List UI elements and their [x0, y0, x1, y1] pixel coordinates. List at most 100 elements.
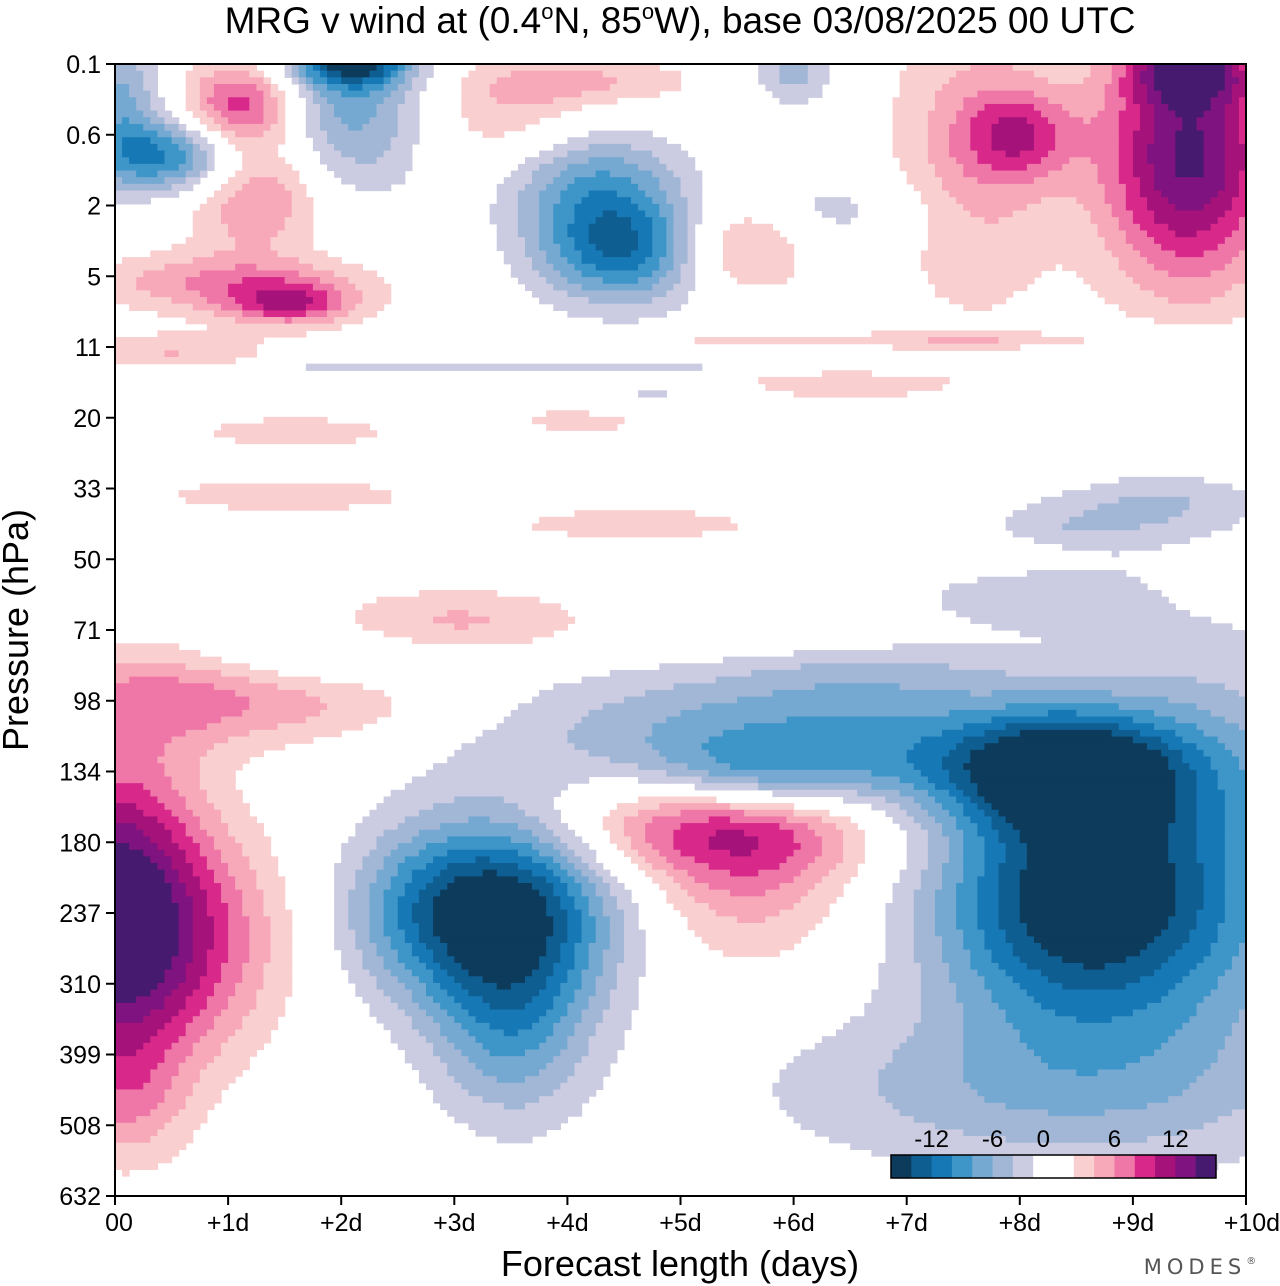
contour-cell: [164, 1056, 187, 1064]
contour-cell: [178, 936, 194, 944]
contour-cell: [1168, 516, 1240, 525]
contour-cell: [949, 749, 971, 758]
contour-cell: [129, 843, 159, 851]
contour-cell: [892, 883, 922, 891]
contour-cell: [411, 903, 434, 911]
contour-cell: [235, 243, 272, 252]
contour-cell: [376, 1016, 413, 1024]
contour-cell: [722, 729, 943, 738]
contour-cell: [341, 849, 371, 857]
contour-cell: [115, 1009, 151, 1017]
contour-cell: [221, 883, 236, 891]
contour-cell: [920, 803, 943, 811]
contour-cell: [758, 783, 872, 791]
contour-cell: [1224, 290, 1246, 298]
contour-cell: [404, 1009, 427, 1017]
contour-cell: [1048, 949, 1141, 957]
contour-cell: [115, 716, 222, 724]
contour-cell: [221, 183, 243, 192]
contour-cell: [1168, 922, 1198, 931]
contour-cell: [1118, 303, 1246, 311]
contour-cell: [115, 1002, 166, 1011]
contour-cell: [977, 903, 1000, 911]
contour-cell: [263, 130, 286, 138]
contour-cell: [991, 816, 1007, 824]
contour-cell: [546, 903, 561, 911]
contour-cell: [115, 263, 166, 272]
contour-cell: [687, 250, 696, 258]
contour-cell: [920, 969, 950, 977]
contour-cell: [206, 197, 229, 205]
contour-cell: [532, 883, 554, 891]
contour-cell: [1238, 689, 1246, 698]
contour-cell: [623, 929, 646, 937]
contour-cell: [942, 863, 964, 871]
contour-cell: [942, 729, 986, 738]
contour-cell: [390, 70, 399, 78]
contour-cell: [1083, 203, 1113, 212]
contour-cell: [963, 836, 986, 844]
contour-cell: [1154, 709, 1212, 718]
contour-cell: [546, 183, 568, 192]
contour-cell: [249, 922, 272, 931]
contour-cell: [1175, 863, 1205, 871]
contour-cell: [115, 123, 144, 132]
contour-cell: [885, 809, 908, 818]
contour-cell: [899, 1042, 964, 1051]
contour-cell: [426, 982, 441, 991]
contour-cell: [341, 70, 371, 78]
contour-cell: [991, 137, 1035, 145]
contour-cell: [878, 962, 922, 971]
contour-cell: [645, 190, 667, 198]
contour-cell: [383, 150, 413, 158]
contour-cell: [687, 237, 696, 245]
contour-cell: [305, 117, 321, 125]
contour-cell: [532, 1022, 554, 1031]
contour-cell: [115, 683, 215, 691]
contour-cell: [666, 223, 675, 232]
contour-cell: [206, 896, 222, 904]
contour-cell: [602, 210, 618, 218]
contour-cell: [850, 1016, 922, 1024]
contour-cell: [298, 257, 342, 265]
contour-cell: [631, 250, 653, 258]
contour-cell: [800, 1122, 936, 1131]
contour-cell: [574, 956, 590, 964]
contour-cell: [744, 723, 964, 731]
contour-cell: [185, 889, 208, 897]
contour-cell: [532, 869, 554, 877]
contour-cell: [638, 796, 717, 804]
contour-cell: [256, 263, 314, 272]
contour-cell: [171, 776, 201, 784]
contour-cell: [305, 70, 321, 78]
contour-cell: [503, 716, 583, 724]
contour-cell: [609, 669, 752, 678]
contour-cell: [277, 683, 363, 691]
contour-cell: [341, 77, 364, 85]
contour-cell: [574, 177, 632, 185]
contour-cell: [228, 922, 250, 931]
contour-cell: [376, 64, 385, 72]
contour-cell: [263, 416, 328, 425]
contour-cell: [871, 1149, 1246, 1157]
contour-cell: [906, 829, 929, 838]
contour-cell: [221, 856, 250, 864]
contour-cell: [355, 982, 378, 991]
contour-cell: [185, 803, 215, 811]
contour-cell: [355, 989, 385, 997]
contour-cell: [1132, 130, 1155, 138]
contour-cell: [228, 137, 286, 145]
contour-cell: [447, 836, 512, 844]
contour-cell: [588, 143, 632, 152]
contour-cell: [970, 749, 1162, 758]
contour-cell: [553, 1022, 576, 1031]
x-tick-label: +10d: [1224, 1209, 1280, 1237]
contour-cell: [595, 869, 611, 877]
contour-cell: [433, 949, 448, 957]
contour-cell: [418, 809, 526, 818]
contour-cell: [899, 869, 922, 877]
contour-cell: [659, 183, 682, 192]
contour-cell: [157, 843, 180, 851]
contour-cell: [673, 829, 717, 838]
contour-cell: [199, 816, 222, 824]
